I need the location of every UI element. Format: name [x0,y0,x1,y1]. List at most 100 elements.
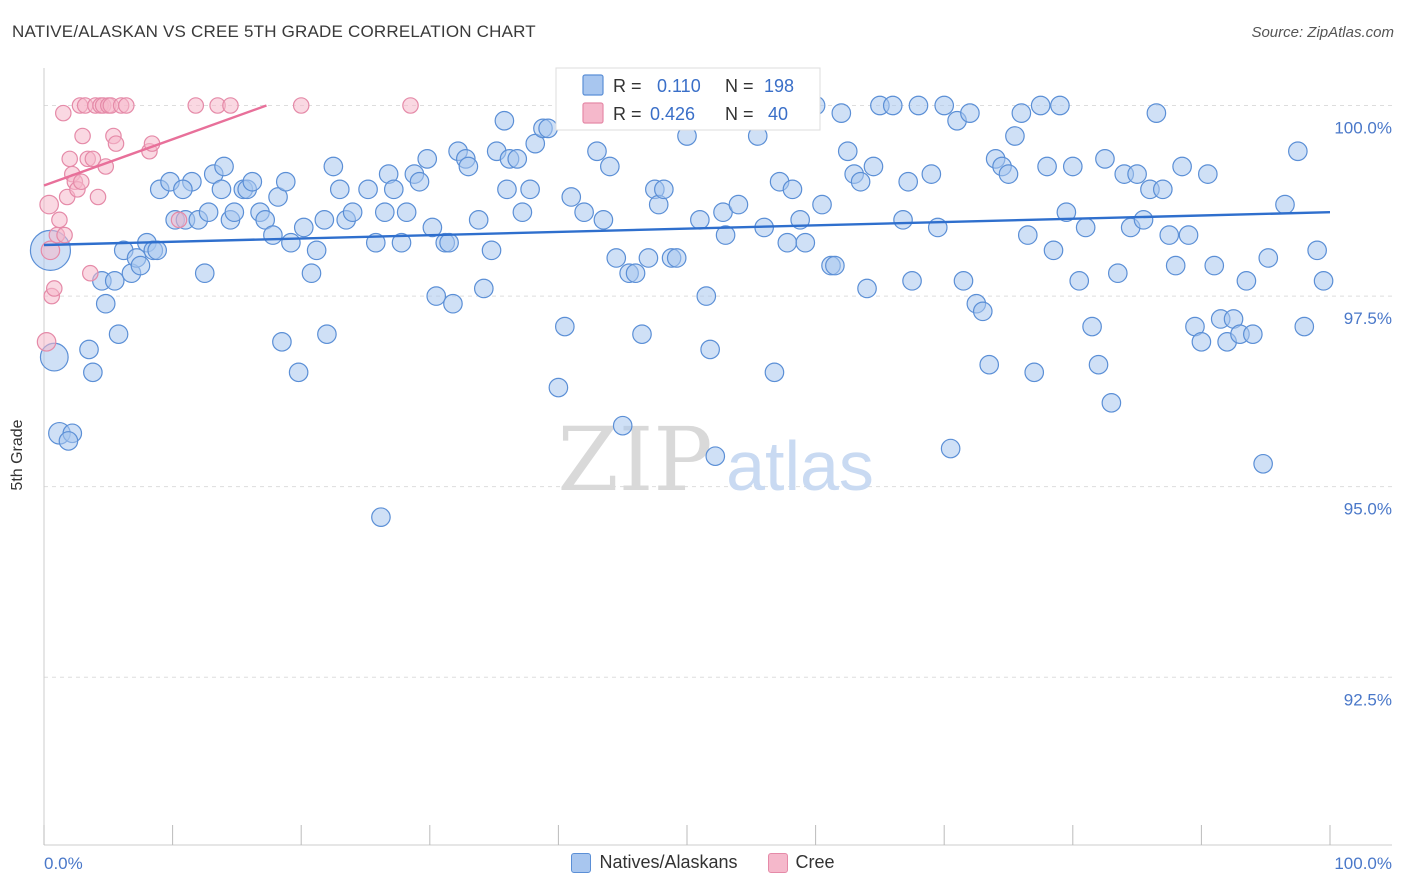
natives-point [1082,316,1102,337]
cree-trend-line [43,104,267,187]
cree-point [107,135,125,152]
natives-point [1088,354,1109,375]
natives-point [512,202,533,223]
chart-source: Source: ZipAtlas.com [1251,24,1394,41]
natives-point [606,248,627,268]
natives-point [104,271,125,291]
natives-point [574,202,594,223]
natives-point [863,156,884,177]
series-legend: Natives/Alaskans Cree [0,852,1406,873]
natives-point [696,286,717,306]
natives-point [443,293,463,314]
natives-point [1101,392,1122,413]
natives-point [940,438,961,459]
legend-item-cree: Cree [767,852,835,873]
x-tick-left: 0.0% [44,854,83,873]
natives-point [882,95,903,116]
natives-point [1050,95,1070,116]
natives-point [1172,156,1192,177]
natives-point [898,171,919,192]
natives-point [1236,271,1257,291]
natives-point [850,171,871,192]
natives-point [1107,263,1128,284]
natives-point [837,141,858,162]
natives-point [214,156,234,177]
natives-point [1191,332,1212,352]
legend-r-value-2: 0.426 [650,104,695,124]
natives-point [383,179,404,200]
y-tick-label-1: 97.5% [1344,309,1392,328]
natives-point [520,179,540,200]
natives-point [1204,255,1225,276]
cree-point [89,188,107,206]
natives-point [548,377,569,398]
natives-point [1294,316,1315,337]
cree-point [222,97,239,114]
natives-point [1275,194,1295,215]
natives-point [306,240,327,261]
trend-lines [43,104,1331,247]
natives-point [795,232,816,253]
natives-point [1069,271,1090,291]
natives-point [690,210,710,230]
natives-point [812,194,832,215]
natives-point [1152,179,1173,200]
cree-point [402,97,419,114]
natives-point [1258,248,1279,268]
natives-point [666,248,687,268]
cree-point [61,150,79,168]
natives-point [417,149,438,169]
natives-point [95,293,116,314]
chart-title: NATIVE/ALASKAN VS CREE 5TH GRADE CORRELA… [12,22,536,41]
natives-point [638,248,659,268]
cree-point [45,280,63,297]
legend-r-label-2: R = [613,104,642,124]
y-tick-label-3: 92.5% [1344,690,1392,709]
legend-item-natives: Natives/Alaskans [571,852,738,873]
natives-point [612,415,633,436]
natives-point [1005,126,1025,146]
y-tick-label-0: 100.0% [1334,118,1392,137]
natives-point [224,202,245,223]
series-cree-points [36,97,419,352]
x-tick-right: 100.0% [1334,854,1392,873]
natives-point [654,179,674,200]
natives-point [281,232,301,253]
natives-point [921,164,942,184]
cree-point [36,332,57,352]
natives-point [728,194,749,215]
natives-point [600,156,620,177]
natives-point [902,271,922,291]
natives-point [1095,149,1115,169]
natives-point [715,225,736,245]
cree-point [39,194,59,215]
natives-point [58,431,79,451]
correlation-legend: R = 0.110 N = 198 R = 0.426 N = 40 [555,67,821,131]
cree-point [74,127,91,145]
natives-point [1075,217,1096,238]
natives-point [593,210,614,230]
natives-point [481,240,502,261]
natives-point [83,362,103,383]
legend-label-cree: Cree [795,852,835,872]
natives-point [825,255,845,276]
natives-point [1133,210,1154,230]
legend-swatch-natives [571,852,592,873]
natives-point [173,179,193,200]
natives-point [194,263,215,284]
natives-point [323,156,344,177]
watermark-atlas: atlas [726,427,874,505]
legend-swatch-cree [767,852,788,873]
natives-point [468,210,489,230]
natives-point [147,240,167,261]
cree-point [118,97,135,114]
natives-point [275,171,296,192]
cree-point [51,211,68,229]
natives-point [494,110,515,131]
natives-point [538,118,558,139]
natives-point [242,171,263,192]
natives-point [1017,225,1038,245]
natives-point [1043,240,1064,261]
natives-point [764,362,785,383]
